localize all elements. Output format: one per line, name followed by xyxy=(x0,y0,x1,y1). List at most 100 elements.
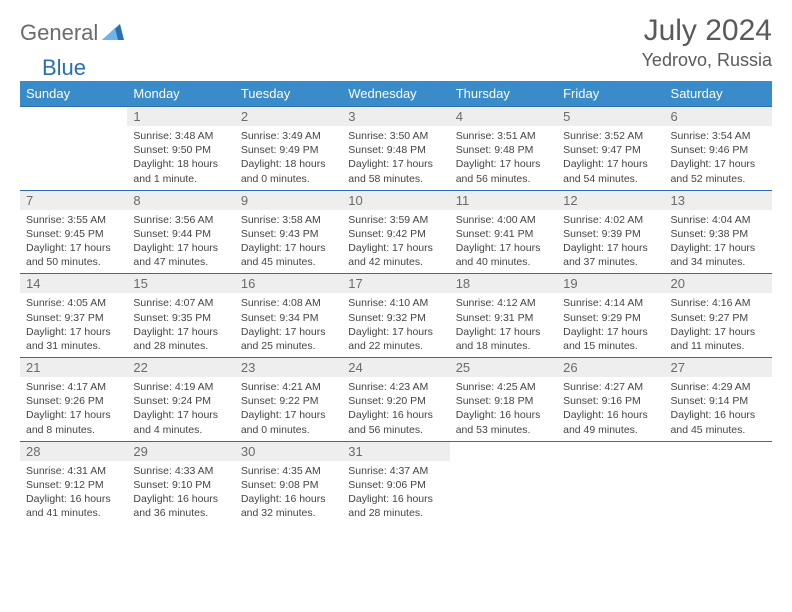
day-number: 26 xyxy=(557,358,664,377)
day-cell: 27Sunrise: 4:29 AMSunset: 9:14 PMDayligh… xyxy=(665,358,772,442)
day-number: 17 xyxy=(342,274,449,293)
day-cell: 28Sunrise: 4:31 AMSunset: 9:12 PMDayligh… xyxy=(20,441,127,524)
title-block: July 2024 Yedrovo, Russia xyxy=(642,14,772,71)
day-cell: 4Sunrise: 3:51 AMSunset: 9:48 PMDaylight… xyxy=(450,107,557,191)
page-title: July 2024 xyxy=(642,14,772,48)
dow-header: Monday xyxy=(127,81,234,107)
day-number: 8 xyxy=(127,191,234,210)
day-details: Sunrise: 4:35 AMSunset: 9:08 PMDaylight:… xyxy=(235,461,342,525)
day-details: Sunrise: 4:23 AMSunset: 9:20 PMDaylight:… xyxy=(342,377,449,441)
dow-header: Thursday xyxy=(450,81,557,107)
day-details: Sunrise: 4:19 AMSunset: 9:24 PMDaylight:… xyxy=(127,377,234,441)
day-details: Sunrise: 3:59 AMSunset: 9:42 PMDaylight:… xyxy=(342,210,449,274)
header: General July 2024 Yedrovo, Russia xyxy=(20,14,772,71)
day-cell xyxy=(450,441,557,524)
day-number: 7 xyxy=(20,191,127,210)
day-cell: 11Sunrise: 4:00 AMSunset: 9:41 PMDayligh… xyxy=(450,190,557,274)
day-details: Sunrise: 3:52 AMSunset: 9:47 PMDaylight:… xyxy=(557,126,664,190)
day-details: Sunrise: 4:05 AMSunset: 9:37 PMDaylight:… xyxy=(20,293,127,357)
dow-header: Sunday xyxy=(20,81,127,107)
day-cell: 5Sunrise: 3:52 AMSunset: 9:47 PMDaylight… xyxy=(557,107,664,191)
week-row: 28Sunrise: 4:31 AMSunset: 9:12 PMDayligh… xyxy=(20,441,772,524)
dow-header: Wednesday xyxy=(342,81,449,107)
day-details: Sunrise: 4:08 AMSunset: 9:34 PMDaylight:… xyxy=(235,293,342,357)
day-number: 19 xyxy=(557,274,664,293)
day-details: Sunrise: 4:37 AMSunset: 9:06 PMDaylight:… xyxy=(342,461,449,525)
day-details: Sunrise: 3:48 AMSunset: 9:50 PMDaylight:… xyxy=(127,126,234,190)
day-number: 1 xyxy=(127,107,234,126)
day-cell: 21Sunrise: 4:17 AMSunset: 9:26 PMDayligh… xyxy=(20,358,127,442)
day-number: 5 xyxy=(557,107,664,126)
day-cell: 14Sunrise: 4:05 AMSunset: 9:37 PMDayligh… xyxy=(20,274,127,358)
logo-text-blue: Blue xyxy=(42,55,86,81)
day-details: Sunrise: 3:58 AMSunset: 9:43 PMDaylight:… xyxy=(235,210,342,274)
day-details: Sunrise: 4:33 AMSunset: 9:10 PMDaylight:… xyxy=(127,461,234,525)
day-number: 16 xyxy=(235,274,342,293)
day-number: 9 xyxy=(235,191,342,210)
day-details: Sunrise: 4:25 AMSunset: 9:18 PMDaylight:… xyxy=(450,377,557,441)
location-text: Yedrovo, Russia xyxy=(642,50,772,71)
day-details: Sunrise: 3:51 AMSunset: 9:48 PMDaylight:… xyxy=(450,126,557,190)
day-cell: 15Sunrise: 4:07 AMSunset: 9:35 PMDayligh… xyxy=(127,274,234,358)
logo-triangle-icon xyxy=(102,22,124,45)
day-details: Sunrise: 4:04 AMSunset: 9:38 PMDaylight:… xyxy=(665,210,772,274)
day-details: Sunrise: 4:17 AMSunset: 9:26 PMDaylight:… xyxy=(20,377,127,441)
day-cell: 13Sunrise: 4:04 AMSunset: 9:38 PMDayligh… xyxy=(665,190,772,274)
dow-header: Tuesday xyxy=(235,81,342,107)
day-number: 15 xyxy=(127,274,234,293)
day-cell: 24Sunrise: 4:23 AMSunset: 9:20 PMDayligh… xyxy=(342,358,449,442)
day-cell: 20Sunrise: 4:16 AMSunset: 9:27 PMDayligh… xyxy=(665,274,772,358)
day-number: 23 xyxy=(235,358,342,377)
day-details: Sunrise: 4:27 AMSunset: 9:16 PMDaylight:… xyxy=(557,377,664,441)
day-cell xyxy=(557,441,664,524)
day-cell: 26Sunrise: 4:27 AMSunset: 9:16 PMDayligh… xyxy=(557,358,664,442)
day-cell: 7Sunrise: 3:55 AMSunset: 9:45 PMDaylight… xyxy=(20,190,127,274)
day-cell: 17Sunrise: 4:10 AMSunset: 9:32 PMDayligh… xyxy=(342,274,449,358)
day-number: 31 xyxy=(342,442,449,461)
week-row: 1Sunrise: 3:48 AMSunset: 9:50 PMDaylight… xyxy=(20,107,772,191)
day-cell xyxy=(20,107,127,191)
day-cell: 16Sunrise: 4:08 AMSunset: 9:34 PMDayligh… xyxy=(235,274,342,358)
day-cell: 19Sunrise: 4:14 AMSunset: 9:29 PMDayligh… xyxy=(557,274,664,358)
calendar-body: 1Sunrise: 3:48 AMSunset: 9:50 PMDaylight… xyxy=(20,107,772,525)
day-number: 20 xyxy=(665,274,772,293)
dow-header: Saturday xyxy=(665,81,772,107)
dow-header: Friday xyxy=(557,81,664,107)
day-number: 22 xyxy=(127,358,234,377)
day-cell: 30Sunrise: 4:35 AMSunset: 9:08 PMDayligh… xyxy=(235,441,342,524)
day-cell: 29Sunrise: 4:33 AMSunset: 9:10 PMDayligh… xyxy=(127,441,234,524)
day-number: 4 xyxy=(450,107,557,126)
day-details: Sunrise: 3:54 AMSunset: 9:46 PMDaylight:… xyxy=(665,126,772,190)
day-number: 6 xyxy=(665,107,772,126)
day-of-week-header-row: SundayMondayTuesdayWednesdayThursdayFrid… xyxy=(20,81,772,107)
day-cell: 2Sunrise: 3:49 AMSunset: 9:49 PMDaylight… xyxy=(235,107,342,191)
day-cell: 10Sunrise: 3:59 AMSunset: 9:42 PMDayligh… xyxy=(342,190,449,274)
day-cell: 8Sunrise: 3:56 AMSunset: 9:44 PMDaylight… xyxy=(127,190,234,274)
day-cell xyxy=(665,441,772,524)
logo-text-general: General xyxy=(20,20,98,46)
day-number: 12 xyxy=(557,191,664,210)
day-cell: 3Sunrise: 3:50 AMSunset: 9:48 PMDaylight… xyxy=(342,107,449,191)
day-number: 11 xyxy=(450,191,557,210)
day-cell: 22Sunrise: 4:19 AMSunset: 9:24 PMDayligh… xyxy=(127,358,234,442)
day-details: Sunrise: 4:10 AMSunset: 9:32 PMDaylight:… xyxy=(342,293,449,357)
day-number: 28 xyxy=(20,442,127,461)
day-details: Sunrise: 4:14 AMSunset: 9:29 PMDaylight:… xyxy=(557,293,664,357)
day-details: Sunrise: 3:55 AMSunset: 9:45 PMDaylight:… xyxy=(20,210,127,274)
day-number: 27 xyxy=(665,358,772,377)
day-cell: 6Sunrise: 3:54 AMSunset: 9:46 PMDaylight… xyxy=(665,107,772,191)
day-cell: 31Sunrise: 4:37 AMSunset: 9:06 PMDayligh… xyxy=(342,441,449,524)
week-row: 7Sunrise: 3:55 AMSunset: 9:45 PMDaylight… xyxy=(20,190,772,274)
day-number: 14 xyxy=(20,274,127,293)
day-details: Sunrise: 4:29 AMSunset: 9:14 PMDaylight:… xyxy=(665,377,772,441)
day-details: Sunrise: 4:02 AMSunset: 9:39 PMDaylight:… xyxy=(557,210,664,274)
day-number: 24 xyxy=(342,358,449,377)
day-details: Sunrise: 4:00 AMSunset: 9:41 PMDaylight:… xyxy=(450,210,557,274)
day-number: 30 xyxy=(235,442,342,461)
day-details: Sunrise: 3:50 AMSunset: 9:48 PMDaylight:… xyxy=(342,126,449,190)
day-details: Sunrise: 3:56 AMSunset: 9:44 PMDaylight:… xyxy=(127,210,234,274)
day-details: Sunrise: 3:49 AMSunset: 9:49 PMDaylight:… xyxy=(235,126,342,190)
day-number: 10 xyxy=(342,191,449,210)
day-cell: 12Sunrise: 4:02 AMSunset: 9:39 PMDayligh… xyxy=(557,190,664,274)
calendar-table: SundayMondayTuesdayWednesdayThursdayFrid… xyxy=(20,81,772,524)
